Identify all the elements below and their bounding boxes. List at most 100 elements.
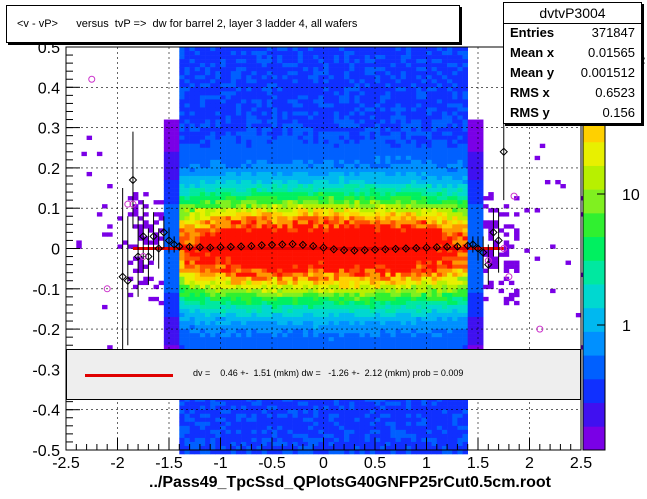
fit-legend-text: dv = 0.46 +- 1.51 (mkm) dw = -1.26 +- 2.… [193,368,464,378]
y-tick-label: 0.3 [38,121,60,138]
stat-row: Mean y 0.001512 [510,63,635,83]
file-name-label: ../Pass49_TpcSsd_QPlotsG40GNFP25rCut0.5c… [149,474,551,491]
profile-point [288,239,297,249]
profile-marker [159,228,169,237]
profile-point [381,245,390,254]
x-tick-label: 1.5 [467,455,489,472]
profile-marker [149,232,158,241]
profile-marker [319,243,328,252]
palette-band [583,212,605,238]
profile-point [278,240,287,249]
profile-point [185,242,194,252]
profile-point [118,188,127,366]
profile-point [154,228,163,269]
profile-marker [164,236,174,245]
profile-point [216,243,225,252]
z-tick-label: 10 [622,187,640,204]
outlier-marker [124,200,132,208]
profile-point [128,131,138,229]
outlier-points [88,63,544,333]
profile-marker [401,244,411,253]
profile-marker [329,245,339,254]
y-tick-label: -0.4 [32,403,60,420]
x-tick-label: -0.5 [258,455,286,472]
profile-point [401,244,411,253]
y-tick-label: -0.1 [32,282,60,299]
palette-band [583,236,605,261]
profile-point [247,241,256,251]
profile-point [169,236,179,253]
profile-marker [278,240,287,249]
profile-marker [257,241,266,250]
profile-marker [478,248,488,257]
stat-row: Entries 371847 [510,23,635,43]
profile-marker [154,244,163,253]
profile-points [118,103,508,366]
stat-value: 0.01565 [588,45,635,60]
stat-key: RMS x [510,85,550,100]
profile-point [164,228,174,253]
profile-marker [139,232,148,241]
profile-point [360,245,369,255]
profile-marker [226,242,236,252]
stat-value: 0.156 [602,105,635,120]
profile-point [494,208,503,273]
profile-point [195,243,205,252]
profile-marker [205,243,215,252]
title-box: <v - vP> versus tvP => dw for barrel 2, … [6,5,460,43]
palette-band [583,118,605,143]
profile-point [329,245,339,254]
stat-key: RMS y [510,105,550,120]
fit-legend-line [85,374,173,377]
profile-point [478,236,488,269]
profile-point [319,243,328,252]
palette-band [583,284,605,309]
profile-marker [484,260,493,269]
palette-band [583,189,605,214]
stat-row: RMS y 0.156 [510,103,635,123]
y-tick-label: 0.2 [38,161,60,178]
profile-marker [216,243,225,252]
profile-marker [339,245,349,255]
profile-marker [247,241,256,251]
profile-marker [350,246,359,255]
x-tick-label: 0.5 [364,455,386,472]
profile-marker [432,243,442,252]
profile-marker [473,244,483,253]
x-tick-label: -2.5 [52,455,80,472]
profile-marker [422,243,431,252]
outlier-marker [484,257,492,265]
profile-marker [411,243,421,253]
profile-point [484,244,493,285]
x-tick-label: -2 [110,455,124,472]
chart-title: <v - vP> versus tvP => dw for barrel 2, … [17,18,358,30]
profile-point [473,236,483,261]
profile-point [422,243,431,252]
y-tick-label: 0 [51,242,60,259]
x-tick-label: 2 [525,455,534,472]
outlier-marker [139,253,147,261]
profile-marker [175,242,184,251]
palette-band [583,402,605,427]
profile-marker [236,242,246,251]
profile-marker [118,272,127,281]
profile-marker [489,228,498,237]
y-tick-label: -0.3 [32,362,60,379]
profile-point [298,240,308,250]
profile-marker [468,240,478,249]
outlier-marker [103,285,111,293]
profile-point [442,242,452,252]
y-tick-label: 0.4 [38,80,60,97]
x-tick-label: -1.5 [155,455,183,472]
stat-value: 0.001512 [580,65,635,80]
profile-marker [267,240,277,250]
x-tick-label: 1 [422,455,431,472]
profile-point [123,216,133,346]
stat-key: Mean y [510,65,555,80]
profile-point [149,212,158,261]
outlier-marker [500,245,508,252]
axis-ticks: -2.5 -2 -1.5 -1 -0.5 0 0.5 1 1.5 2 2.5 -0.5 -0.4 -0.3… [32,40,592,472]
profile-point [159,216,169,249]
palette-band [583,141,605,166]
stat-value: 0.6523 [595,85,635,100]
